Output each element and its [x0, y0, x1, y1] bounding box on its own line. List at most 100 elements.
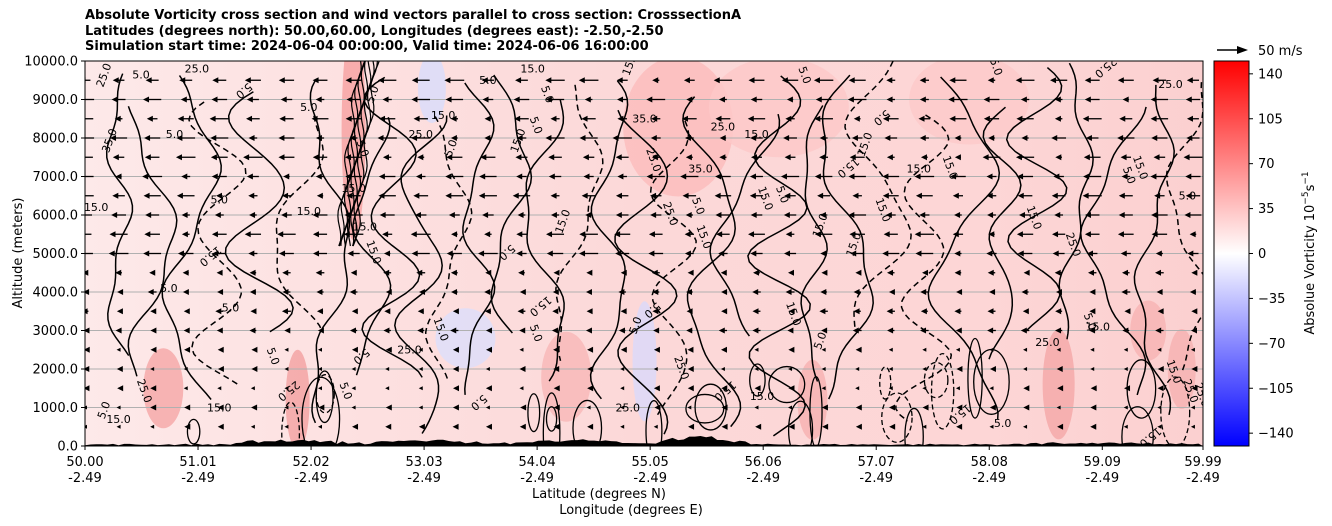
wind-vector-head [217, 366, 224, 372]
wind-vector-head [817, 192, 824, 199]
wind-vector [246, 115, 260, 122]
wind-vector [587, 385, 594, 392]
wind-vector [886, 77, 896, 84]
wind-vector [550, 192, 560, 199]
wind-vector [955, 386, 960, 391]
wind-vector-head [850, 250, 857, 257]
wind-vector-head [284, 327, 291, 334]
wind-vector-head [1122, 96, 1129, 103]
wind-vector-head [919, 77, 926, 84]
wind-vector [1023, 367, 1028, 371]
wind-vector-head [783, 212, 790, 218]
wind-vector [249, 289, 256, 295]
wind-vector [250, 424, 255, 429]
contour-label: 25.0 [616, 401, 641, 414]
wind-vector [312, 154, 328, 161]
wind-vector-head [848, 212, 855, 218]
x-axis-label-latitude: Latitude (degrees N) [532, 487, 666, 502]
wind-vector-head [819, 135, 826, 141]
wind-vector [282, 269, 291, 276]
wind-vector-head [318, 404, 325, 411]
wind-vector-head [145, 212, 152, 218]
wind-vector [415, 173, 426, 180]
wind-vector [481, 77, 494, 84]
wind-vector [143, 192, 161, 199]
wind-vector [721, 404, 728, 411]
wind-vector-head [345, 115, 352, 122]
wind-vector-head [986, 173, 993, 180]
wind-vector-head [820, 289, 827, 295]
wind-vector [485, 367, 490, 371]
wind-vector [1121, 173, 1130, 180]
wind-vector [715, 115, 731, 122]
wind-vector [715, 173, 731, 180]
wind-vector [650, 192, 662, 199]
wind-vector [887, 327, 895, 334]
wind-vector-head [687, 385, 694, 392]
wind-vector [1015, 154, 1035, 161]
wind-vector [983, 115, 1000, 122]
wind-vector [452, 346, 459, 353]
wind-vector [620, 346, 627, 353]
wind-vector [851, 135, 863, 141]
wind-vector [579, 135, 598, 141]
wind-vector-head [721, 289, 728, 295]
wind-vector [279, 250, 294, 257]
wind-vector-head [1052, 231, 1059, 238]
wind-vector-head [886, 96, 893, 103]
wind-vector-head [279, 115, 286, 122]
contour-label: 5.0 [264, 346, 282, 367]
colorbar-label-exp: −5 [1301, 191, 1311, 204]
wind-vector [452, 385, 459, 392]
wind-vector-head [618, 289, 625, 295]
x-tick-label-lat: 58.08 [971, 455, 1008, 470]
wind-vector [1022, 308, 1029, 315]
wind-vector [715, 212, 731, 218]
wind-vector [1124, 385, 1131, 392]
wind-vector [686, 327, 693, 334]
wind-vector [212, 77, 227, 84]
wind-vector [1157, 424, 1162, 429]
wind-vector [143, 96, 162, 103]
wind-vector [251, 366, 258, 372]
wind-vector [211, 231, 227, 238]
wind-vector-head [517, 308, 524, 315]
wind-vector [1021, 289, 1029, 295]
y-tick-label: 1000.0 [33, 401, 79, 416]
wind-vector-head [150, 308, 157, 315]
contour-line [1005, 67, 1068, 333]
wind-vector-head [246, 115, 253, 122]
contour-line [188, 101, 247, 385]
wind-vector [519, 423, 526, 430]
wind-vector-head [117, 289, 124, 295]
wind-vector [346, 192, 361, 199]
wind-vector [1122, 327, 1130, 334]
contour-line [895, 114, 953, 422]
wind-vector [652, 289, 660, 295]
contour-loop [879, 366, 892, 400]
wind-vector-head [648, 250, 655, 257]
wind-vector [280, 96, 293, 103]
wind-vector [685, 212, 693, 218]
wind-vector [249, 269, 257, 276]
contour-label: 5.0 [795, 65, 813, 86]
wind-vector [949, 115, 967, 122]
contour-label: 5.0 [132, 68, 150, 81]
wind-vector [582, 154, 595, 161]
wind-vector-head [747, 115, 754, 122]
wind-vector-head [1117, 77, 1124, 84]
contour-label: 25.0 [1035, 336, 1060, 349]
wind-vector-head [956, 423, 963, 430]
wind-vector-head [452, 404, 459, 411]
wind-vector-head [955, 327, 962, 334]
wind-vector-head [282, 269, 289, 276]
wind-vector [646, 173, 665, 180]
wind-vector-head [752, 289, 759, 295]
wind-vector-head [1089, 289, 1096, 295]
wind-vector [651, 269, 660, 276]
wind-vector-head [1084, 96, 1091, 103]
wind-vector [112, 154, 125, 161]
wind-vector [1089, 327, 1096, 334]
wind-vector-head [550, 212, 557, 218]
